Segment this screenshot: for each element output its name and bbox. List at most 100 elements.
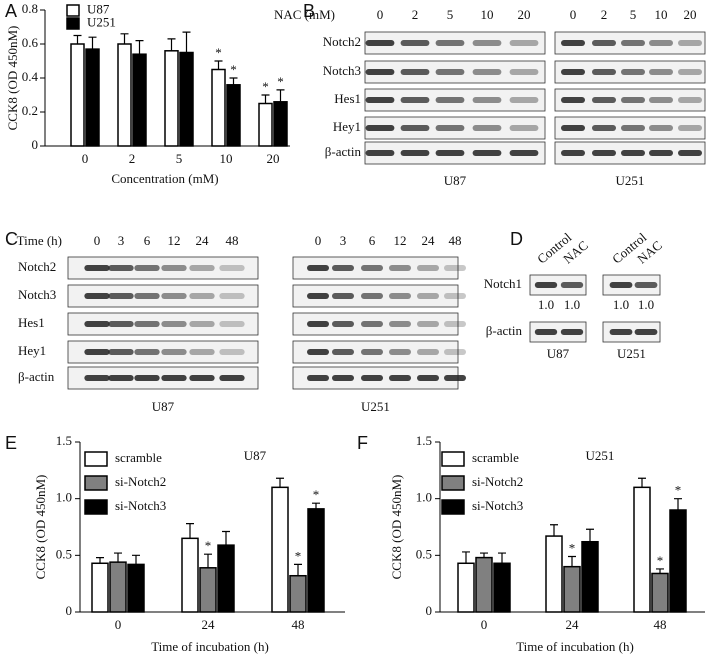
blot-band <box>435 150 465 156</box>
blot-band <box>678 69 702 75</box>
blot-band <box>417 265 439 271</box>
blot-band <box>389 293 411 299</box>
bar <box>271 486 289 613</box>
bar <box>164 50 179 147</box>
lane-label: 24 <box>422 233 436 248</box>
error-bar <box>88 36 97 50</box>
error-bar <box>222 530 230 546</box>
cell-label: U87 <box>444 173 467 188</box>
blot-frame <box>67 340 259 364</box>
blot-band <box>444 349 466 355</box>
blot-band <box>84 375 110 381</box>
chart-title: U251 <box>586 448 615 463</box>
blot-band <box>444 293 466 299</box>
blot-header: Time (h) <box>17 233 62 248</box>
y-tick-label: 0 <box>32 137 39 152</box>
blot-frame <box>67 256 259 280</box>
lane-label: 3 <box>118 233 125 248</box>
blot-band <box>365 40 395 46</box>
blot-band <box>509 125 539 131</box>
blot-band <box>560 329 584 335</box>
panel-label: F <box>357 433 368 453</box>
blot-band <box>634 282 658 288</box>
lane-label: 20 <box>518 7 531 22</box>
error-bar <box>586 528 594 542</box>
blot-band <box>189 293 215 299</box>
panel-label: D <box>510 229 523 249</box>
blot-band <box>609 329 633 335</box>
blot-band <box>649 150 673 156</box>
lane-label: 5 <box>447 7 454 22</box>
significance: * <box>277 74 284 89</box>
row-label: Hey1 <box>333 119 361 134</box>
x-tick-label: 10 <box>220 151 233 166</box>
lane-label: 48 <box>226 233 239 248</box>
bar <box>493 562 511 613</box>
blot-band <box>389 265 411 271</box>
blot-band <box>332 293 354 299</box>
blot-band <box>332 349 354 355</box>
row-label: Hes1 <box>18 315 45 330</box>
cell-label: U251 <box>617 346 646 361</box>
blot-band <box>189 349 215 355</box>
error-bar <box>638 477 646 488</box>
error-bar <box>96 557 104 564</box>
bar <box>475 556 493 613</box>
lane-label: 5 <box>630 7 637 22</box>
significance: * <box>569 540 576 555</box>
blot-band <box>400 69 430 75</box>
error-bar <box>261 94 270 104</box>
error-bar <box>568 555 576 567</box>
blot-band <box>678 40 702 46</box>
blot-band <box>649 40 673 46</box>
blot-band <box>307 375 329 381</box>
error-bar <box>186 523 194 539</box>
blot-band <box>435 69 465 75</box>
blot-band <box>361 265 383 271</box>
blot-band <box>134 375 160 381</box>
blot-frame <box>529 274 587 296</box>
x-tick-label: 0 <box>481 617 488 632</box>
blot-frame <box>67 284 259 308</box>
x-tick-label: 24 <box>202 617 216 632</box>
blot-band <box>649 97 673 103</box>
error-bar <box>135 40 144 55</box>
blot-band <box>134 265 160 271</box>
blot-band <box>365 97 395 103</box>
lane-label: 6 <box>144 233 151 248</box>
error-bar <box>312 502 320 509</box>
error-bar <box>674 498 682 510</box>
blot-band <box>634 329 658 335</box>
bar <box>117 43 132 147</box>
y-tick-label: 0.2 <box>22 103 38 118</box>
y-tick-label: 0 <box>426 603 433 618</box>
error-bar <box>276 477 284 488</box>
bar <box>199 567 217 613</box>
error-bar <box>132 554 140 565</box>
y-tick-label: 0.6 <box>22 35 39 50</box>
row-label: Hes1 <box>334 91 361 106</box>
row-label: Hey1 <box>18 343 46 358</box>
y-axis-label: CCK8 (OD 450nM) <box>389 475 404 580</box>
legend-label: U87 <box>87 1 110 16</box>
lane-label: 0 <box>315 233 322 248</box>
legend-swatch <box>84 499 108 515</box>
lane-label: 24 <box>196 233 210 248</box>
blot-band <box>134 293 160 299</box>
blot-band <box>108 265 134 271</box>
legend-swatch <box>441 475 465 491</box>
error-bar <box>498 552 506 564</box>
bar <box>289 574 307 613</box>
blot-band <box>84 293 110 299</box>
bar <box>179 51 194 147</box>
error-bar <box>204 553 212 568</box>
panel-label: B <box>303 1 315 21</box>
lane-label: 2 <box>601 7 608 22</box>
blot-band <box>332 265 354 271</box>
error-bar <box>214 60 223 70</box>
blot-band <box>219 265 245 271</box>
blot-band <box>400 125 430 131</box>
significance: * <box>205 538 212 553</box>
error-bar <box>550 524 558 537</box>
error-bar <box>294 563 302 576</box>
